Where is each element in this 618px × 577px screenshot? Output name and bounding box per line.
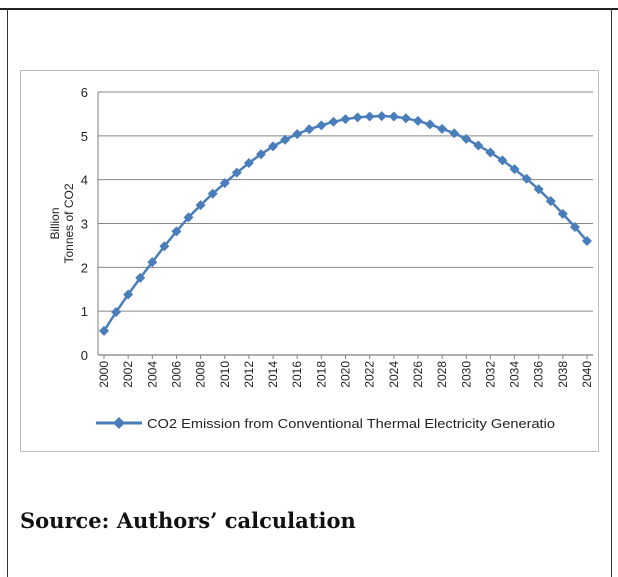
data-point-marker	[159, 241, 170, 252]
data-point-marker	[376, 111, 387, 122]
x-tick-label: 2016	[290, 361, 304, 388]
x-tick-label: 2020	[339, 361, 353, 388]
x-tick-label: 2026	[411, 361, 425, 388]
x-tick-label: 2030	[459, 361, 473, 388]
data-point-marker	[268, 141, 279, 152]
data-point-marker	[99, 325, 109, 336]
frame-top-border	[0, 8, 618, 10]
data-point-marker	[437, 123, 448, 134]
data-point-marker	[582, 236, 592, 247]
data-point-marker	[352, 112, 363, 123]
data-point-marker	[461, 133, 472, 144]
data-point-marker	[328, 116, 339, 127]
data-point-marker	[171, 226, 182, 237]
x-tick-label: 2024	[387, 361, 401, 388]
y-tick-label: 6	[81, 85, 88, 100]
x-tick-label: 2002	[121, 361, 135, 388]
data-point-marker	[449, 128, 460, 139]
data-point-marker	[183, 212, 194, 223]
data-point-marker	[147, 257, 158, 268]
data-point-marker	[509, 164, 520, 175]
y-axis-title-line: Billion	[48, 207, 62, 239]
x-tick-label: 2010	[218, 361, 232, 388]
data-point-marker	[485, 147, 496, 158]
data-point-marker	[521, 173, 532, 184]
y-tick-label: 2	[81, 260, 88, 275]
frame-left-border	[7, 8, 8, 577]
y-axis-title-line: Tonnes of CO2	[62, 183, 76, 263]
data-point-marker	[400, 113, 411, 124]
x-tick-label: 2006	[169, 361, 183, 388]
legend-label: CO2 Emission from Conventional Thermal E…	[147, 416, 555, 431]
y-tick-label: 5	[81, 129, 88, 144]
y-tick-label: 4	[81, 173, 88, 188]
x-tick-label: 2000	[97, 361, 111, 388]
data-point-marker	[207, 188, 218, 199]
x-tick-label: 2034	[508, 361, 522, 388]
data-point-marker	[545, 196, 556, 207]
y-tick-label: 0	[81, 348, 88, 363]
data-point-marker	[195, 200, 206, 211]
data-point-marker	[123, 289, 134, 300]
emission-line-chart: 0 1 2 3 4 5 6 2000 2002 2004 2006 2008 2010 2012 2014 2…	[48, 85, 594, 431]
x-tick-label: 2018	[314, 361, 328, 388]
x-tick-label: 2012	[242, 361, 256, 388]
source-caption: Source: Authors’ calculation	[20, 508, 356, 533]
data-point-marker	[340, 114, 351, 125]
x-tick-label: 2008	[194, 361, 208, 388]
data-point-marker	[231, 167, 242, 178]
data-point-marker	[280, 134, 291, 145]
data-point-marker	[243, 158, 254, 169]
frame-right-border	[611, 8, 612, 577]
legend-marker	[113, 417, 125, 429]
data-point-marker	[364, 111, 375, 122]
x-tick-label: 2014	[266, 361, 280, 388]
data-point-marker	[111, 307, 122, 318]
x-tick-label: 2036	[532, 361, 546, 388]
data-point-marker	[412, 115, 423, 126]
chart-container: 0 1 2 3 4 5 6 2000 2002 2004 2006 2008 2010 2012 2014 2…	[20, 70, 599, 452]
data-point-marker	[388, 111, 399, 122]
data-point-marker	[557, 208, 568, 219]
y-tick-label: 3	[81, 217, 88, 232]
data-point-marker	[219, 178, 230, 189]
data-point-marker	[425, 119, 436, 130]
x-tick-label: 2040	[580, 361, 594, 388]
x-tick-label: 2028	[435, 361, 449, 388]
data-point-marker	[292, 129, 303, 140]
data-point-marker	[497, 155, 508, 166]
data-point-marker	[135, 272, 146, 283]
data-point-marker	[569, 222, 580, 233]
x-tick-label: 2038	[556, 361, 570, 388]
x-tick-label: 2022	[363, 361, 377, 388]
data-point-marker	[255, 149, 266, 160]
data-point-marker	[533, 184, 544, 195]
y-tick-label: 1	[81, 304, 88, 319]
data-point-marker	[316, 120, 327, 131]
data-point-marker	[304, 124, 315, 135]
x-tick-label: 2032	[483, 361, 497, 388]
data-point-marker	[473, 140, 484, 151]
x-tick-label: 2004	[145, 361, 159, 388]
